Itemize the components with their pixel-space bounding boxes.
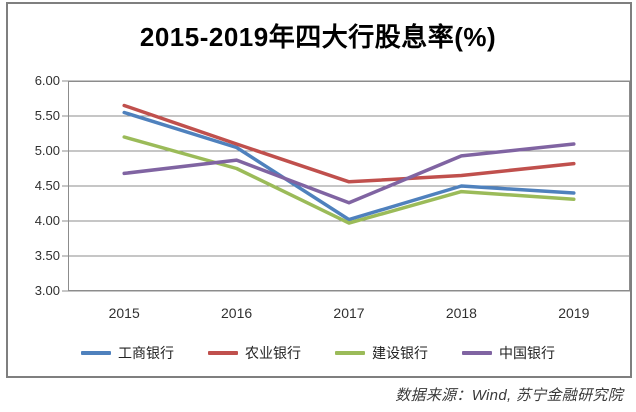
- series-line: [122, 142, 576, 205]
- legend-line-swatch: [335, 351, 365, 355]
- y-tick-label: 4.00: [34, 213, 60, 228]
- series-line: [122, 103, 576, 184]
- legend-item: 农业银行: [208, 344, 301, 362]
- legend: 工商银行 农业银行 建设银行 中国银行: [0, 341, 636, 365]
- legend-line-swatch: [81, 351, 111, 355]
- x-tick-label: 2018: [445, 305, 477, 321]
- series-line: [122, 110, 576, 222]
- y-tick-label: 4.50: [34, 178, 60, 193]
- x-tick-label: 2017: [333, 305, 365, 321]
- legend-item: 中国银行: [462, 344, 555, 362]
- plot-svg: [62, 80, 630, 292]
- chart-title: 2015-2019年四大行股息率(%): [139, 22, 497, 52]
- y-tick-label: 5.50: [34, 108, 60, 123]
- legend-line-swatch: [462, 351, 492, 355]
- y-tick-label: 5.00: [34, 143, 60, 158]
- y-tick-label: 3.00: [34, 283, 60, 298]
- legend-line-swatch: [208, 351, 238, 355]
- y-tick-label: 6.00: [34, 73, 60, 88]
- series-line: [122, 135, 576, 225]
- y-tick-label: 3.50: [34, 248, 60, 263]
- legend-label: 农业银行: [245, 345, 301, 361]
- plot-border: [68, 81, 630, 291]
- source-note: 数据来源：Wind, 苏宁金融研究院: [395, 387, 623, 404]
- legend-item: 工商银行: [81, 344, 174, 362]
- x-tick-label: 2019: [558, 305, 590, 321]
- x-tick-label: 2015: [108, 305, 140, 321]
- legend-item: 建设银行: [335, 344, 428, 362]
- legend-label: 工商银行: [118, 345, 174, 361]
- legend-label: 建设银行: [372, 345, 428, 361]
- legend-label: 中国银行: [499, 345, 555, 361]
- x-tick-label: 2016: [221, 305, 253, 321]
